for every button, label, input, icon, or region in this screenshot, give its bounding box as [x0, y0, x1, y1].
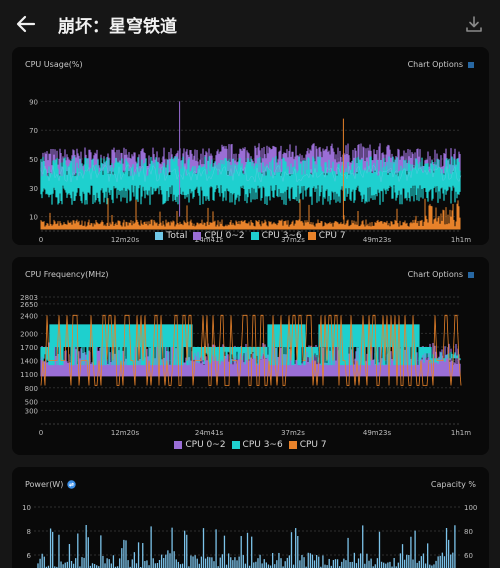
cpu-usage-legend: Total CPU 0~2 CPU 3~6 CPU 7	[12, 231, 489, 241]
cpu-usage-legend-item[interactable]: Total	[155, 231, 187, 241]
series-power	[37, 525, 456, 568]
y-tick-label: 6	[27, 552, 32, 560]
y-tick-label: 10	[22, 504, 31, 512]
arrow-left-icon[interactable]	[14, 12, 38, 36]
legend-swatch	[288, 441, 297, 449]
cpu-usage-title: CPU Usage(%)	[25, 60, 83, 69]
series-total	[40, 163, 462, 183]
x-tick-label: 1h1m	[451, 236, 471, 244]
y-tick-label: 2650	[20, 301, 38, 309]
y-tick-label: 1700	[20, 344, 38, 352]
legend-label: CPU 3~6	[261, 231, 302, 241]
cpu-frequency-legend: CPU 0~2 CPU 3~6 CPU 7	[12, 440, 489, 450]
series-cpu-7	[40, 198, 461, 230]
download-icon[interactable]	[464, 14, 484, 34]
y-right-tick-label: 100	[464, 504, 477, 512]
options-menu-icon	[468, 271, 474, 278]
power-title: Power(W)	[25, 480, 77, 489]
y-tick-label: 70	[29, 127, 38, 135]
x-tick-label: 12m20s	[111, 236, 140, 244]
x-tick-label: 49m23s	[363, 236, 392, 244]
legend-swatch	[307, 232, 316, 240]
cpu-frequency-legend-item[interactable]: CPU 3~6	[231, 440, 283, 450]
y-tick-label: 2803	[20, 294, 38, 302]
cpu-usage-chart: 10 30 50 70 90 0 12m20s 24m41s 37m2s 49m23s 1h1m	[29, 98, 471, 244]
series-line	[40, 163, 462, 183]
x-tick-label: 0	[39, 236, 43, 244]
cpu-frequency-legend-item[interactable]: CPU 7	[288, 440, 327, 450]
cpu-frequency-legend-item[interactable]: CPU 0~2	[174, 440, 226, 450]
legend-swatch	[231, 441, 240, 449]
legend-label: CPU 7	[299, 440, 327, 450]
legend-label: Total	[166, 231, 188, 241]
refresh-icon[interactable]	[67, 480, 77, 489]
x-tick-label: 12m20s	[111, 429, 140, 437]
y-right-tick-label: 80	[464, 528, 473, 536]
legend-label: CPU 3~6	[242, 440, 283, 450]
chart-options-label: Chart Options	[407, 270, 463, 279]
legend-swatch	[250, 232, 259, 240]
y-tick-label: 800	[25, 385, 38, 393]
options-menu-icon	[468, 61, 474, 68]
legend-label: CPU 0~2	[185, 440, 226, 450]
cpu-usage-chart-options[interactable]: Chart Options	[408, 60, 475, 69]
series-cpu-3-6	[40, 156, 461, 206]
y-tick-label: 1100	[20, 371, 38, 379]
cpu-frequency-title: CPU Frequency(MHz)	[25, 270, 109, 279]
y-tick-label: 50	[29, 156, 38, 164]
power-chart: 10 8 6 100 80 60	[22, 504, 477, 568]
x-tick-label: 49m23s	[363, 429, 392, 437]
chart-options-label: Chart Options	[407, 60, 463, 69]
x-tick-label: 37m2s	[281, 236, 305, 244]
page-title: 崩坏：星穹铁道	[58, 17, 177, 37]
power-title-label: Power(W)	[25, 480, 64, 489]
cpu-frequency-card: CPU Frequency(MHz) Chart Options 300 500 8…	[12, 257, 489, 455]
x-tick-label: 1h1m	[451, 429, 471, 437]
legend-swatch	[193, 232, 202, 240]
app-bar: 崩坏：星穹铁道	[0, 0, 500, 46]
y-tick-label: 1400	[20, 358, 38, 366]
y-tick-label: 500	[25, 398, 38, 406]
cpu-usage-legend-item[interactable]: CPU 3~6	[250, 231, 302, 241]
y-tick-label: 90	[29, 98, 38, 106]
y-right-tick-label: 60	[464, 552, 473, 560]
x-tick-label: 24m41s	[195, 236, 224, 244]
cpu-usage-legend-item[interactable]: CPU 7	[307, 231, 346, 241]
legend-swatch	[155, 232, 164, 240]
y-tick-label: 10	[29, 214, 38, 222]
legend-label: CPU 0~2	[204, 231, 245, 241]
legend-swatch	[174, 441, 183, 449]
power-card: Power(W) Capacity % 10 8 6 100 80 60	[12, 467, 489, 568]
cpu-frequency-chart-options[interactable]: Chart Options	[408, 270, 475, 279]
series-line	[40, 314, 462, 386]
capacity-title: Capacity %	[430, 480, 476, 489]
y-tick-label: 2000	[20, 330, 38, 338]
cpu-usage-legend-item[interactable]: CPU 0~2	[193, 231, 245, 241]
x-tick-label: 24m41s	[195, 429, 224, 437]
y-tick-label: 30	[29, 185, 38, 193]
y-tick-label: 300	[25, 407, 38, 415]
x-tick-label: 0	[39, 429, 43, 437]
y-tick-label: 2400	[20, 312, 38, 320]
x-tick-label: 37m2s	[281, 429, 305, 437]
cpu-usage-card: CPU Usage(%) Chart Options 10 30 50 70 90 0 12…	[12, 47, 489, 245]
series-cpu-7	[40, 314, 462, 386]
legend-label: CPU 7	[318, 231, 346, 241]
y-tick-label: 8	[27, 528, 31, 536]
